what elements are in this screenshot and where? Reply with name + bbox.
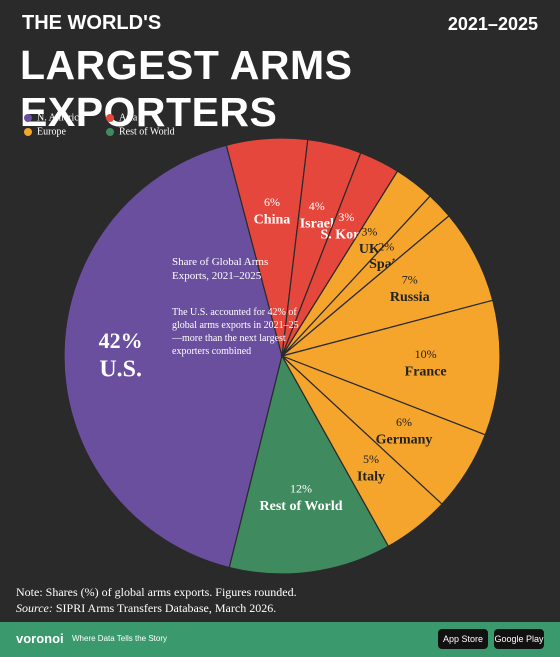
kicker: THE WORLD'S xyxy=(22,12,162,34)
value-label: 6% xyxy=(396,415,412,429)
slice xyxy=(228,354,390,575)
slice-label: China xyxy=(254,213,291,228)
source-label: Source: xyxy=(16,601,53,615)
value-label: 7% xyxy=(402,273,418,287)
value-label: 3% xyxy=(361,224,377,238)
slice xyxy=(63,144,283,569)
slice-label: Italy xyxy=(357,469,385,484)
value-label: 2% xyxy=(378,240,394,254)
legend-label: Europe xyxy=(37,126,66,137)
legend-label: Rest of World xyxy=(119,126,175,137)
years: 2021–2025 xyxy=(447,14,538,34)
value-label: 4% xyxy=(309,199,325,213)
slice-label: Rest of World xyxy=(260,499,343,514)
note-text: Note: Shares (%) of global arms exports.… xyxy=(16,585,297,599)
value-label: 42% xyxy=(99,328,143,353)
slice xyxy=(280,299,501,436)
value-label: 6% xyxy=(264,195,280,209)
legend-swatch xyxy=(106,114,114,122)
legend-label: Asia xyxy=(119,112,138,123)
slice-label: France xyxy=(405,364,447,379)
title: LARGEST ARMS EXPORTERS xyxy=(20,42,353,135)
note: Note: Shares (%) of global arms exports.… xyxy=(16,584,297,616)
slice-label: Russia xyxy=(390,290,430,305)
google-play-button[interactable]: Google Play xyxy=(494,629,544,649)
footer: voronoi Where Data Tells the Story App S… xyxy=(0,622,560,657)
chart: N. America Asia Europe Rest of World 42% U.S.… xyxy=(24,112,501,575)
source-text: SIPRI Arms Transfers Database, March 202… xyxy=(55,601,277,615)
annotation: The U.S. accounted for 42% of global arm… xyxy=(172,307,299,357)
legend-swatch xyxy=(24,114,32,122)
value-label: 12% xyxy=(290,481,312,495)
slice-label: Israel xyxy=(300,217,334,232)
value-label: 10% xyxy=(415,347,437,361)
legend-label: N. America xyxy=(37,112,84,123)
annotation-title: Share of Global Arms Exports, 2021–2025 xyxy=(172,256,269,282)
slice-label: Germany xyxy=(376,432,433,447)
slice-label: U.S. xyxy=(99,357,142,383)
source: Source: SIPRI Arms Transfers Database, M… xyxy=(16,600,297,616)
value-label: 3% xyxy=(338,210,354,224)
legend-swatch xyxy=(24,128,32,136)
slice-label: UK xyxy=(359,242,380,257)
value-label: 5% xyxy=(363,452,379,466)
tagline: Where Data Tells the Story xyxy=(72,634,168,643)
app-store-button[interactable]: App Store xyxy=(438,629,488,649)
legend-swatch xyxy=(106,128,114,136)
brand: voronoi xyxy=(16,631,64,646)
